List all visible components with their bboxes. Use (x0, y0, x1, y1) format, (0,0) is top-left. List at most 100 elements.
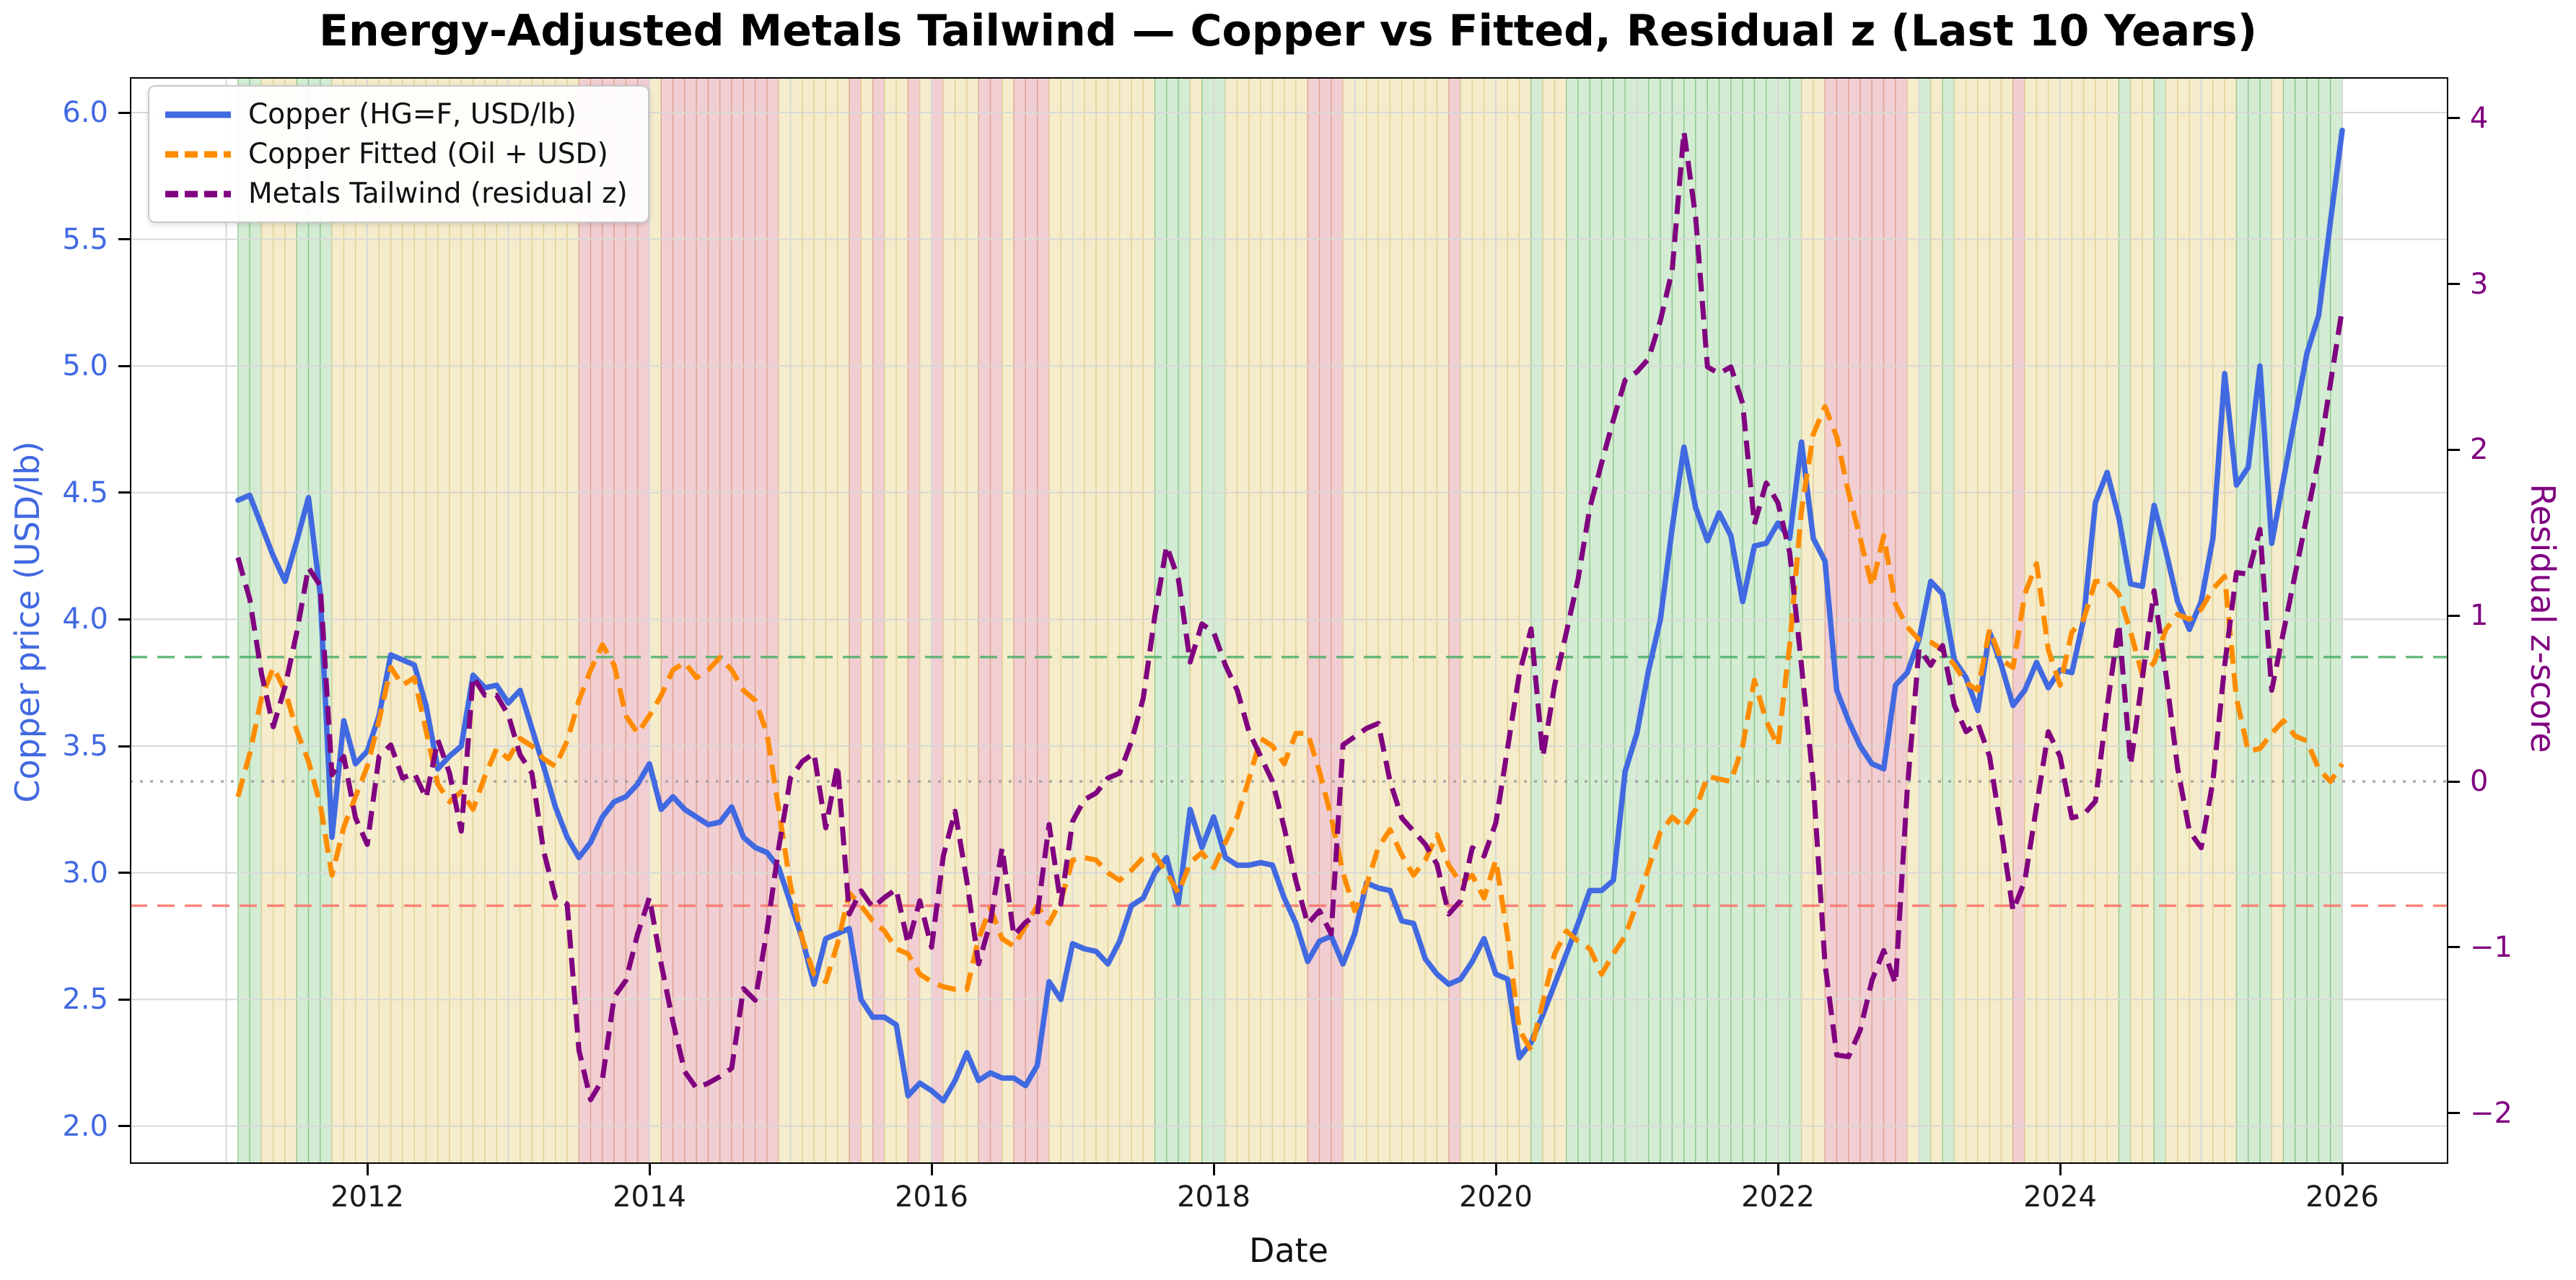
regime-band-green (1753, 77, 1767, 1164)
regime-band-yellow (1072, 77, 1085, 1164)
regime-band-yellow (942, 77, 956, 1164)
regime-band-yellow (367, 77, 380, 1164)
y-left-tick-label: 3.5 (62, 729, 108, 763)
regime-band-red (1318, 77, 1332, 1164)
regime-band-yellow (2271, 77, 2284, 1164)
regime-band-yellow (1518, 77, 1532, 1164)
regime-band-green (2247, 77, 2261, 1164)
x-tick-label: 2014 (613, 1180, 686, 1214)
y-left-tick-label: 5.5 (62, 222, 108, 256)
y-right-tick-label: 1 (2470, 599, 2489, 633)
regime-band-yellow (884, 77, 897, 1164)
regime-band-green (307, 77, 321, 1164)
regime-band-yellow (2200, 77, 2214, 1164)
x-tick-mark (648, 1164, 651, 1175)
regime-band-yellow (778, 77, 792, 1164)
x-tick-label: 2012 (330, 1180, 404, 1214)
regime-band-red (978, 77, 991, 1164)
regime-band-red (1025, 77, 1038, 1164)
x-tick-label: 2020 (1459, 1180, 1533, 1214)
regime-band-yellow (2000, 77, 2014, 1164)
regime-band-red (989, 77, 1003, 1164)
chart-plot-area (130, 77, 2448, 1164)
y-right-tick-mark (2448, 283, 2460, 286)
regime-band-yellow (954, 77, 968, 1164)
regime-band-yellow (919, 77, 932, 1164)
legend-swatch-line (165, 111, 231, 118)
regime-band-yellow (2024, 77, 2038, 1164)
y-right-tick-label: 4 (2470, 101, 2489, 135)
y-right-tick-mark (2448, 946, 2460, 949)
regime-band-red (719, 77, 732, 1164)
regime-band-yellow (1953, 77, 1967, 1164)
regime-band-yellow (1554, 77, 1567, 1164)
y-left-tick-mark (118, 491, 130, 494)
y-right-tick-mark (2448, 1112, 2460, 1115)
regime-band-yellow (1436, 77, 1450, 1164)
x-tick-label: 2026 (2305, 1180, 2379, 1214)
series-line-0 (235, 127, 2345, 1104)
regime-band-green (1683, 77, 1696, 1164)
regime-band-yellow (1236, 77, 1250, 1164)
regime-band-yellow (1225, 77, 1238, 1164)
regime-band-red (602, 77, 615, 1164)
regime-band-yellow (1471, 77, 1485, 1164)
y-right-tick-label: 2 (2470, 433, 2489, 467)
regime-band-yellow (425, 77, 439, 1164)
regime-band-yellow (555, 77, 568, 1164)
regime-band-red (672, 77, 685, 1164)
regime-band-yellow (378, 77, 392, 1164)
regime-band-red (872, 77, 885, 1164)
regime-band-red (1871, 77, 1885, 1164)
x-tick-mark (2341, 1164, 2344, 1175)
legend-swatch-line (165, 151, 231, 157)
regime-band-green (1777, 77, 1790, 1164)
regime-band-yellow (449, 77, 462, 1164)
legend-swatch-line (165, 190, 231, 197)
regime-band-yellow (1813, 77, 1826, 1164)
regime-band-green (1566, 77, 1579, 1164)
legend-item-label: Metals Tailwind (residual z) (248, 177, 628, 210)
regime-band-green (1742, 77, 1756, 1164)
regime-band-yellow (543, 77, 556, 1164)
regime-band-yellow (343, 77, 356, 1164)
y-right-tick-mark (2448, 448, 2460, 451)
regime-band-red (578, 77, 592, 1164)
regime-band-green (1577, 77, 1590, 1164)
regime-band-green (1636, 77, 1650, 1164)
regime-band-yellow (1389, 77, 1403, 1164)
y-left-tick-mark (118, 745, 130, 748)
regime-band-yellow (437, 77, 450, 1164)
regime-band-yellow (472, 77, 486, 1164)
y-left-tick-mark (118, 111, 130, 114)
y-left-tick-mark (118, 618, 130, 621)
y-right-tick-label: 0 (2470, 765, 2489, 798)
legend-item-label: Copper Fitted (Oil + USD) (248, 138, 608, 170)
regime-band-red (931, 77, 944, 1164)
regime-band-yellow (1295, 77, 1308, 1164)
regime-band-yellow (1413, 77, 1426, 1164)
regime-band-yellow (2165, 77, 2178, 1164)
y-right-tick-label: −1 (2470, 930, 2513, 964)
regime-band-green (237, 77, 250, 1164)
regime-band-yellow (1118, 77, 1132, 1164)
regime-band-red (1448, 77, 1461, 1164)
y-left-tick-label: 6.0 (62, 96, 108, 129)
regime-band-green (1730, 77, 1743, 1164)
regime-band-yellow (520, 77, 533, 1164)
regime-band-yellow (1800, 77, 1814, 1164)
regime-band-red (1848, 77, 1861, 1164)
regime-band-yellow (460, 77, 474, 1164)
regime-band-yellow (2095, 77, 2108, 1164)
regime-band-red (1883, 77, 1896, 1164)
series-line-2 (235, 128, 2345, 1103)
regime-band-yellow (1260, 77, 1274, 1164)
y-left-tick-mark (118, 1125, 130, 1128)
x-tick-mark (2059, 1164, 2062, 1175)
chart-canvas (130, 77, 2448, 1164)
regime-band-red (625, 77, 639, 1164)
x-tick-label: 2022 (1741, 1180, 1815, 1214)
legend-item: Copper (HG=F, USD/lb) (164, 98, 628, 131)
regime-band-red (1895, 77, 1908, 1164)
